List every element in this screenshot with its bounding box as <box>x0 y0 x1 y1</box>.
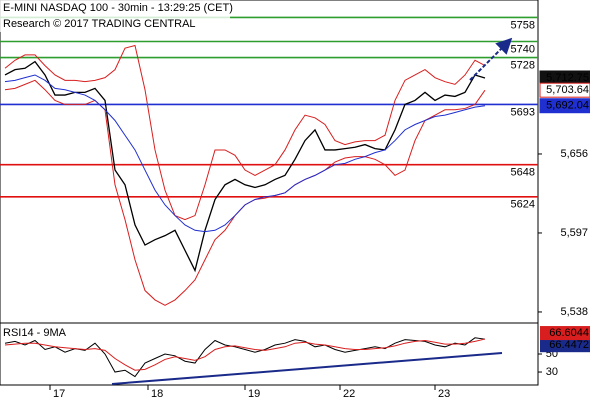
plot-frame <box>0 0 539 386</box>
rsi-value-label: 66.4472 <box>549 339 589 351</box>
chart-subtitle: Research © 2017 TRADING CENTRAL <box>3 18 196 30</box>
level-label: 5624 <box>511 199 535 211</box>
level-label: 5740 <box>511 43 535 55</box>
x-tick-label: 18 <box>151 388 163 400</box>
forecast-arrow <box>469 37 513 81</box>
level-label: 5648 <box>511 167 535 179</box>
price-line <box>4 74 486 233</box>
last-value-box <box>539 98 590 114</box>
level-label: 5758 <box>511 19 535 31</box>
y-tick-label: 5,538 <box>560 306 588 318</box>
x-tick-label: 19 <box>248 388 260 400</box>
x-tick-label: 17 <box>53 388 65 400</box>
price-line <box>4 79 486 306</box>
rsi-value-box <box>540 338 590 353</box>
x-tick-label: 23 <box>438 388 450 400</box>
last-value-label: 5,692.04 <box>546 100 589 112</box>
last-value-label: 5,703.64 <box>546 84 589 96</box>
last-value-label: 5,712.75 <box>546 72 589 84</box>
level-label: 5728 <box>511 59 535 71</box>
price-panel <box>0 16 538 306</box>
rsi-title: RSI14 - 9MA <box>3 327 67 339</box>
last-value-box <box>539 82 590 98</box>
price-line <box>4 44 486 221</box>
x-tick-label: 22 <box>343 388 355 400</box>
rsi-trendline <box>111 352 503 385</box>
price-line <box>4 60 486 273</box>
rsi-value-label: 66.6044 <box>549 327 589 339</box>
title-backdrop <box>0 0 230 32</box>
rsi-line <box>4 337 486 378</box>
level-label: 5693 <box>511 106 535 118</box>
rsi-line <box>4 338 486 371</box>
y-tick-label: 5,656 <box>560 148 588 160</box>
rsi-y-tick-label: 30 <box>546 366 558 378</box>
chart-title: E-MINI NASDAQ 100 - 30min - 13:29:25 (CE… <box>3 2 233 14</box>
y-tick-label: 5,597 <box>560 227 588 239</box>
rsi-value-box <box>540 326 590 341</box>
